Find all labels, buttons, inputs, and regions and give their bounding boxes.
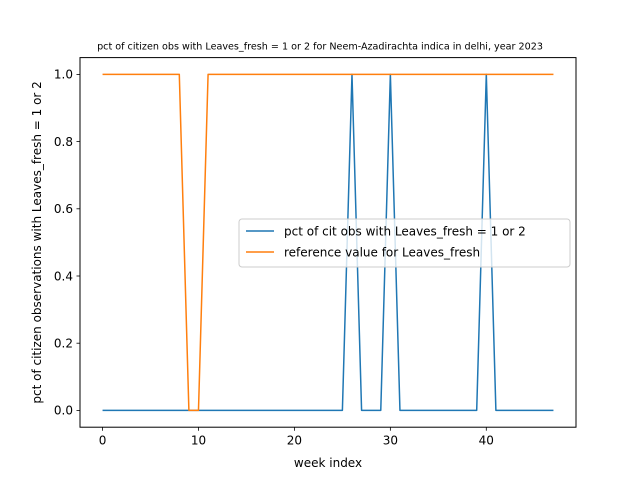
x-axis-label: week index [294,456,362,470]
y-tick-label: 0.6 [54,202,73,216]
y-tick-label: 0.8 [54,135,73,149]
x-tick-label: 0 [99,434,107,448]
axes-frame [79,57,577,428]
series-layer [102,73,554,412]
x-axis: 0 10 20 30 40 [99,427,494,448]
chart-title: pct of citizen obs with Leaves_fresh = 1… [97,42,543,53]
x-tick-label: 20 [287,434,302,448]
y-axis: 0.0 0.2 0.4 0.6 0.8 1.0 [54,68,80,418]
y-tick-label: 0.0 [54,404,73,418]
y-tick-label: 1.0 [54,68,73,82]
legend-label-series-2: reference value for Leaves_fresh [284,246,480,260]
y-tick-label: 0.2 [54,337,73,351]
y-axis-label: pct of citizen observations with Leaves_… [30,81,44,403]
legend: pct of cit obs with Leaves_fresh = 1 or … [238,218,571,268]
plot-area [79,57,577,428]
legend-box [238,218,571,268]
x-tick-label: 40 [479,434,494,448]
series-line-1 [102,73,554,412]
y-tick-label: 0.4 [54,269,73,283]
x-tick-label: 10 [191,434,206,448]
x-tick-label: 30 [383,434,398,448]
series-line-2 [102,73,554,412]
legend-label-series-1: pct of cit obs with Leaves_fresh = 1 or … [284,225,526,239]
